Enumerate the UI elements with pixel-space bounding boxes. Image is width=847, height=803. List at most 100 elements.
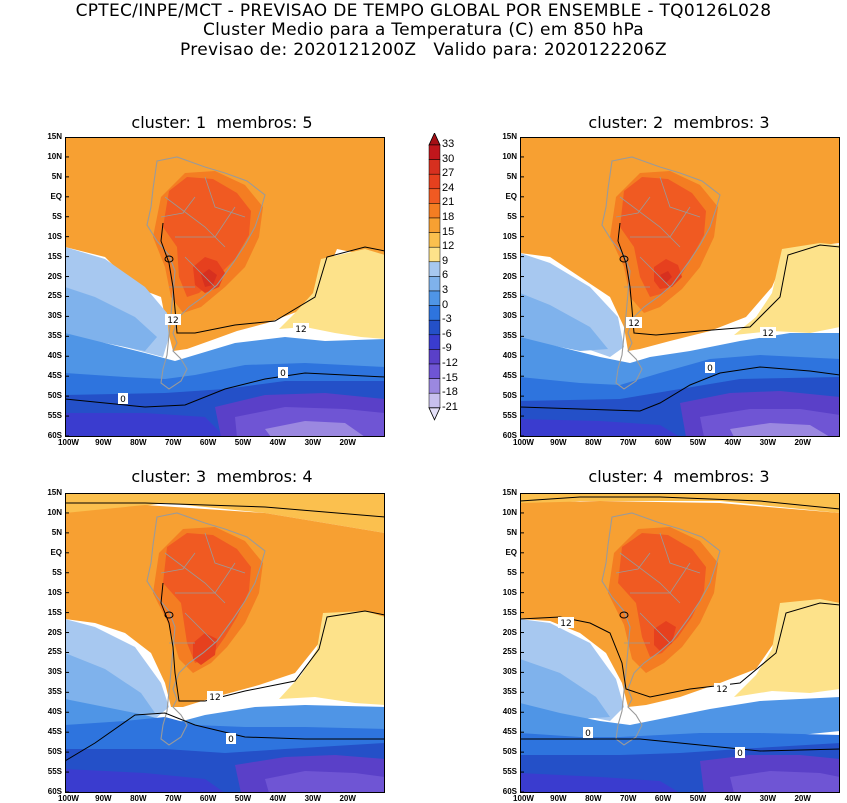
colorbar-tick-label: -15 bbox=[442, 371, 458, 384]
longitude-tick-label: 30W bbox=[304, 794, 322, 803]
contour-label: 12 bbox=[628, 319, 639, 329]
country-border bbox=[615, 552, 651, 574]
country-border bbox=[164, 196, 226, 248]
latitude-tick-label: 40S bbox=[47, 707, 62, 717]
colorbar-swatch bbox=[428, 290, 441, 306]
longitude-tick-label: 40W bbox=[724, 438, 742, 447]
longitude-tick-label: 40W bbox=[269, 794, 287, 803]
colorbar-tick-label: -9 bbox=[442, 342, 452, 355]
latitude-tick-label: 20S bbox=[502, 627, 517, 637]
map-frame bbox=[65, 137, 385, 437]
latitude-tick-label: 50S bbox=[47, 747, 62, 757]
colorbar-tick-label: 12 bbox=[442, 240, 455, 253]
latitude-tick-label: 10S bbox=[502, 231, 517, 241]
colorbar-tick-label: 24 bbox=[442, 181, 455, 194]
colorbar-swatch bbox=[428, 217, 441, 233]
contour-label: 0 bbox=[280, 369, 286, 379]
country-border bbox=[619, 552, 681, 604]
longitude-tick-label: 60W bbox=[654, 438, 672, 447]
longitude-tick-label: 20W bbox=[339, 438, 356, 447]
contour-label-bg bbox=[714, 683, 730, 694]
latitude-tick-label: 55S bbox=[47, 411, 62, 421]
colorbar-swatch bbox=[428, 378, 441, 394]
contour-label: 0 bbox=[585, 729, 591, 739]
contour-label-bg bbox=[207, 691, 223, 702]
contour-label-bg bbox=[293, 323, 309, 334]
country-border bbox=[204, 176, 246, 218]
colorbar-tick-label: 15 bbox=[442, 225, 455, 238]
country-border bbox=[164, 552, 226, 604]
contour-label: 12 bbox=[560, 619, 571, 629]
latitude-tick-label: 10N bbox=[47, 151, 62, 161]
colorbar-swatch bbox=[428, 349, 441, 365]
contour-label-bg bbox=[760, 327, 776, 338]
longitude-tick-label: 60W bbox=[199, 794, 217, 803]
isotherm-contour bbox=[65, 372, 385, 408]
continent-outline bbox=[146, 156, 266, 390]
map-frame bbox=[65, 493, 385, 793]
temperature-band bbox=[65, 769, 225, 793]
temperature-band bbox=[265, 771, 385, 793]
latitude-tick-label: 35S bbox=[47, 687, 62, 697]
panel-title-cluster-3: cluster: 3 membros: 4 bbox=[131, 467, 313, 486]
longitude-tick-label: 80W bbox=[130, 794, 147, 803]
isotherm-contour bbox=[520, 366, 840, 412]
colorbar-swatch bbox=[428, 319, 441, 336]
latitude-tick-label: 25S bbox=[502, 647, 517, 657]
latitude-tick-label: EQ bbox=[50, 191, 62, 201]
colorbar-tick-label: 0 bbox=[442, 298, 449, 311]
latitude-tick-label: 20S bbox=[47, 271, 62, 281]
latitude-tick-label: 30S bbox=[502, 667, 517, 677]
longitude-tick-label: 20W bbox=[794, 438, 811, 447]
temperature-field-map: 12 12 0 0 bbox=[65, 137, 385, 437]
latitude-tick-label: 50S bbox=[502, 391, 517, 401]
panel-title-cluster-2: cluster: 2 membros: 3 bbox=[588, 113, 770, 132]
latitude-tick-label: 45S bbox=[47, 371, 62, 381]
latitude-tick-label: 45S bbox=[47, 727, 62, 737]
latitude-tick-label: 15S bbox=[502, 251, 517, 261]
colorbar-swatch bbox=[428, 173, 441, 190]
map-panel-cluster-3: 12 0 bbox=[65, 493, 385, 793]
latitude-tick-label: 30S bbox=[502, 311, 517, 321]
lake-outline bbox=[619, 611, 629, 619]
longitude-tick-label: 90W bbox=[550, 438, 567, 447]
latitude-tick-label: 30S bbox=[47, 311, 62, 321]
longitude-tick-label: 90W bbox=[95, 794, 112, 803]
contour-label-bg bbox=[226, 733, 236, 744]
country-border bbox=[659, 176, 701, 218]
latitude-tick-label: 15N bbox=[47, 132, 62, 141]
temperature-band bbox=[520, 293, 608, 351]
map-panel-cluster-1: 12 12 0 0 bbox=[65, 137, 385, 437]
longitude-tick-label: 100W bbox=[58, 438, 79, 447]
longitude-tick-label: 50W bbox=[689, 438, 707, 447]
contour-label: 0 bbox=[120, 395, 126, 405]
latitude-tick-label: 15N bbox=[47, 488, 62, 497]
temperature-band bbox=[654, 621, 676, 651]
temperature-band bbox=[265, 421, 365, 437]
latitude-tick-label: EQ bbox=[505, 547, 517, 557]
contour-label: 12 bbox=[209, 693, 220, 703]
country-border bbox=[659, 532, 701, 574]
figure-title-line2: Cluster Medio para a Temperatura (C) em … bbox=[202, 20, 645, 40]
colorbar-swatch bbox=[428, 305, 441, 321]
latitude-tick-label: 15N bbox=[502, 132, 517, 141]
longitude-tick-label: 40W bbox=[724, 794, 742, 803]
longitude-tick-label: 90W bbox=[95, 438, 112, 447]
longitude-tick-label: 40W bbox=[269, 438, 287, 447]
latitude-tick-label: 15S bbox=[502, 607, 517, 617]
temperature-band bbox=[279, 249, 385, 339]
latitude-tick-label: 15S bbox=[47, 607, 62, 617]
country-border bbox=[619, 196, 681, 248]
colorbar-swatch bbox=[428, 261, 441, 277]
latitude-tick-label: 5N bbox=[51, 171, 62, 181]
lake-outline bbox=[619, 255, 629, 263]
colorbar-tick-label: 33 bbox=[442, 138, 455, 150]
country-border bbox=[160, 552, 196, 574]
country-border bbox=[160, 196, 196, 218]
country-border bbox=[175, 562, 236, 594]
map-panel-cluster-2: 12 12 0 bbox=[520, 137, 840, 437]
country-border bbox=[639, 612, 671, 644]
latitude-tick-label: 45S bbox=[502, 371, 517, 381]
temperature-band bbox=[730, 423, 830, 437]
temperature-band bbox=[734, 599, 840, 697]
